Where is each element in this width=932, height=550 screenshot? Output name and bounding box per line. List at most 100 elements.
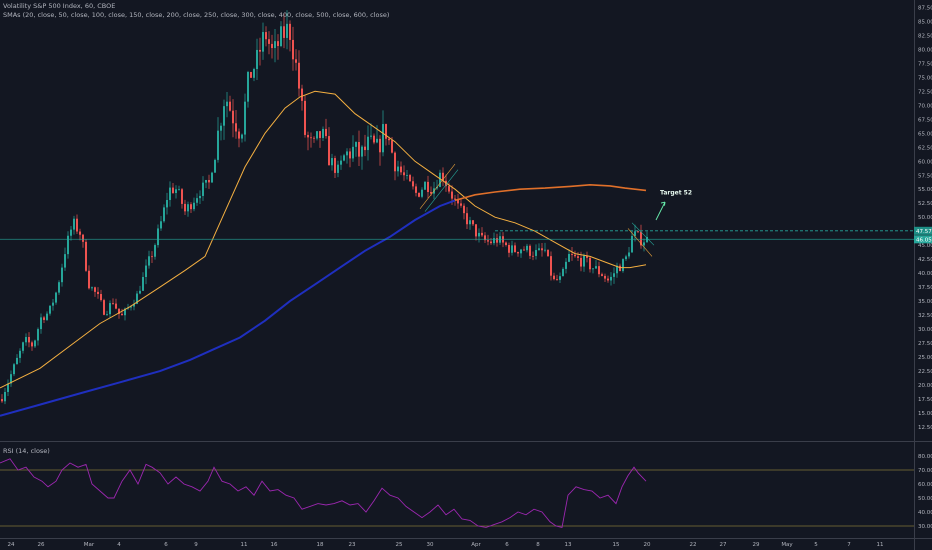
y-tick-label: 60.00 bbox=[918, 159, 932, 165]
x-tick-label: Apr bbox=[471, 542, 481, 548]
candle-body bbox=[631, 235, 633, 253]
y-tick-label: 40.00 bbox=[918, 271, 932, 277]
x-tick-label: 27 bbox=[720, 542, 727, 548]
candle-body bbox=[220, 125, 222, 131]
candle-body bbox=[442, 172, 444, 181]
candle-body bbox=[130, 306, 132, 308]
candle-body bbox=[223, 106, 225, 126]
candle-body bbox=[349, 151, 351, 159]
candle-body bbox=[178, 189, 180, 191]
candle-body bbox=[466, 213, 468, 225]
candle-body bbox=[214, 159, 216, 173]
candle-body bbox=[106, 314, 108, 316]
candle-body bbox=[643, 242, 645, 246]
candle-body bbox=[556, 279, 558, 280]
candle-body bbox=[247, 71, 249, 102]
candle-body bbox=[289, 23, 291, 40]
candle-body bbox=[508, 244, 510, 253]
y-tick-label: 55.00 bbox=[918, 187, 932, 193]
target-arrow-shaft bbox=[655, 201, 666, 221]
candle-body bbox=[166, 199, 168, 208]
candle-body bbox=[436, 186, 438, 189]
x-tick-label: 20 bbox=[644, 542, 651, 548]
candle-body bbox=[16, 357, 18, 365]
candle-body bbox=[115, 303, 117, 309]
candle-body bbox=[523, 249, 525, 251]
candle-body bbox=[430, 191, 432, 194]
candle-body bbox=[109, 303, 111, 315]
candle-body bbox=[385, 124, 387, 139]
candle-body bbox=[547, 249, 549, 257]
candle-body bbox=[313, 137, 315, 139]
trend-line bbox=[419, 163, 456, 210]
trend-line bbox=[631, 222, 655, 246]
candle-body bbox=[133, 303, 135, 307]
candle-body bbox=[163, 207, 165, 222]
x-tick-label: 13 bbox=[565, 542, 572, 548]
candle-body bbox=[619, 265, 621, 272]
candle-body bbox=[73, 218, 75, 230]
candle-body bbox=[583, 255, 585, 267]
candle-body bbox=[634, 231, 636, 236]
candle-body bbox=[346, 151, 348, 156]
candle-body bbox=[394, 152, 396, 172]
candle-body bbox=[484, 235, 486, 241]
candle-body bbox=[37, 329, 39, 341]
x-tick-label: 5 bbox=[814, 542, 818, 548]
candle-body bbox=[625, 256, 627, 260]
candle-body bbox=[391, 140, 393, 153]
candle-body bbox=[616, 265, 618, 274]
candle-body bbox=[328, 136, 330, 166]
target-label: Target 52 bbox=[660, 189, 692, 196]
candle-body bbox=[598, 266, 600, 275]
candle-body bbox=[637, 231, 639, 233]
candle-body bbox=[58, 282, 60, 293]
candle-body bbox=[367, 136, 369, 151]
candle-body bbox=[370, 135, 372, 137]
x-tick-label: 16 bbox=[271, 542, 278, 548]
y-tick-label: 62.50 bbox=[918, 145, 932, 151]
candle-body bbox=[148, 256, 150, 266]
y-tick-label: 25.00 bbox=[918, 355, 932, 361]
candle-body bbox=[355, 142, 357, 147]
candles-group bbox=[1, 10, 648, 405]
candle-body bbox=[301, 88, 303, 101]
candle-body bbox=[121, 313, 123, 316]
candle-body bbox=[136, 293, 138, 304]
y-tick-label: 30.00 bbox=[918, 327, 932, 333]
candle-body bbox=[265, 32, 267, 40]
x-tick-label: 18 bbox=[317, 542, 324, 548]
x-tick-label: 7 bbox=[847, 542, 851, 548]
candle-body bbox=[529, 245, 531, 256]
candle-body bbox=[487, 240, 489, 242]
candle-body bbox=[64, 254, 66, 268]
candle-body bbox=[541, 248, 543, 251]
candle-body bbox=[280, 26, 282, 47]
x-tick-label: 26 bbox=[38, 542, 45, 548]
candle-body bbox=[217, 130, 219, 160]
x-tick-label: 22 bbox=[690, 542, 697, 548]
candle-body bbox=[298, 62, 300, 89]
candle-body bbox=[274, 41, 276, 49]
candle-body bbox=[139, 290, 141, 294]
candle-body bbox=[226, 101, 228, 107]
candle-body bbox=[574, 254, 576, 257]
candle-body bbox=[418, 192, 420, 197]
candle-body bbox=[151, 256, 153, 258]
candle-body bbox=[241, 134, 243, 139]
candle-body bbox=[91, 287, 93, 289]
candle-body bbox=[13, 364, 15, 375]
x-tick-label: 23 bbox=[349, 542, 356, 548]
candle-body bbox=[376, 138, 378, 143]
candle-body bbox=[553, 275, 555, 280]
candle-body bbox=[472, 220, 474, 225]
y-tick-label: 52.50 bbox=[918, 201, 932, 207]
trend-line bbox=[627, 228, 653, 257]
x-tick-label: 8 bbox=[536, 542, 540, 548]
y-tick-label: 87.50 bbox=[918, 5, 932, 11]
trend-line bbox=[424, 169, 459, 212]
candle-body bbox=[145, 265, 147, 277]
candle-body bbox=[469, 220, 471, 225]
candle-body bbox=[160, 221, 162, 229]
